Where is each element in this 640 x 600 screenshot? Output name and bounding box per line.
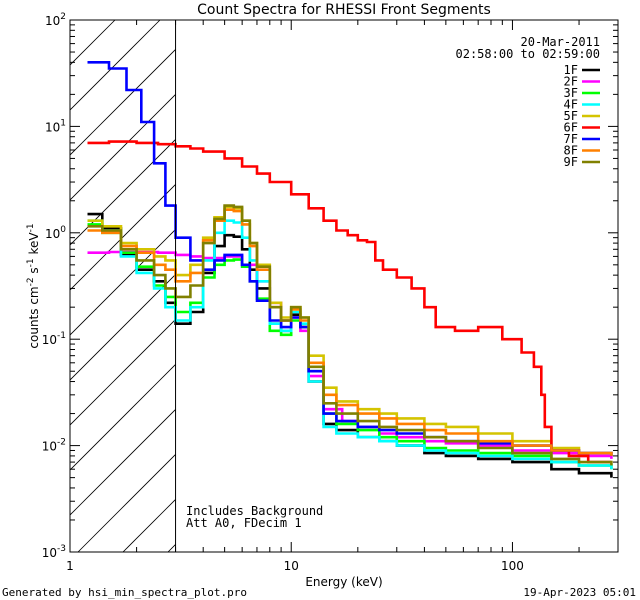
y-tick-label: 102 <box>45 12 66 28</box>
attenuator-hatch-region <box>70 20 176 552</box>
series-line-5F <box>87 205 613 456</box>
series-layer <box>87 61 613 478</box>
legend-label: 1F <box>564 63 578 77</box>
y-tick-label: 10-2 <box>42 438 66 454</box>
y-tick-labels: 10-3 10-2 10-1 100 101 102 <box>42 12 67 560</box>
date-label: 20-Mar-2011 <box>521 35 600 49</box>
hatch-line <box>70 228 176 336</box>
x-tick-label: 10 <box>284 559 299 573</box>
x-tick-label: 100 <box>501 559 524 573</box>
legend-label: 8F <box>564 144 578 158</box>
time-range-label: 02:58:00 to 02:59:00 <box>456 47 601 61</box>
legend-label: 9F <box>564 155 578 169</box>
legend-label: 2F <box>564 75 578 89</box>
hatch-line <box>70 93 176 201</box>
plot-frame <box>69 19 619 553</box>
hatch-line <box>77 453 176 552</box>
chart-title: Count Spectra for RHESSI Front Segments <box>197 2 491 18</box>
hatch-line <box>70 138 176 246</box>
x-axis-label: Energy (keV) <box>305 575 382 589</box>
legend-label: 3F <box>564 86 578 100</box>
x-tick-labels: 1 10 100 <box>66 559 524 573</box>
hatch-line <box>70 183 176 291</box>
y-tick-label: 100 <box>45 225 66 241</box>
hatch-line <box>70 363 176 471</box>
hatch-line <box>70 48 176 156</box>
series-line-9F <box>87 204 613 466</box>
hatch-line <box>70 20 116 66</box>
y-axis-label: counts cm-2 s-1 keV-1 <box>26 223 41 348</box>
legend-label: 5F <box>564 109 578 123</box>
series-line-6F <box>87 140 612 464</box>
x-tick-label: 1 <box>66 559 74 573</box>
note-attenuator: Att A0, FDecim 1 <box>186 516 302 530</box>
hatch-line <box>70 273 176 381</box>
footer-timestamp: 19-Apr-2023 05:01 <box>523 586 636 599</box>
y-tick-label: 10-1 <box>42 331 66 347</box>
hatch-line <box>70 408 176 516</box>
legend-label: 7F <box>564 132 578 146</box>
hatch-line <box>70 318 176 426</box>
note-background: Includes Background <box>186 504 323 518</box>
legend-label: 4F <box>564 98 578 112</box>
axis-ticks <box>69 20 619 553</box>
legend-label: 6F <box>564 121 578 135</box>
y-tick-label: 10-3 <box>42 544 66 560</box>
hatch-line <box>70 20 161 111</box>
footer-generated-by: Generated by hsi_min_spectra_plot.pro <box>2 586 247 599</box>
y-tick-label: 101 <box>45 118 66 134</box>
